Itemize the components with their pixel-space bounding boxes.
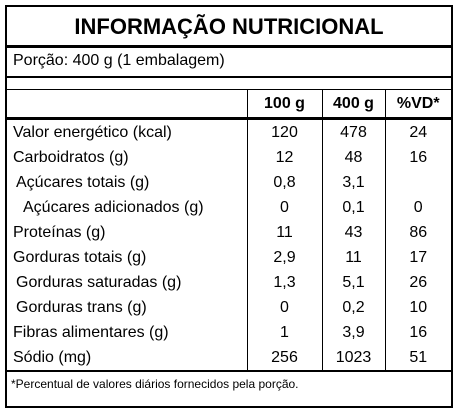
nutrient-row: Valor energético (kcal) 120 478 24 <box>7 118 451 145</box>
nutrient-value: 0 <box>246 195 322 220</box>
nutrition-table: 100 g 400 g %VD* Valor energético (kcal) 12… <box>7 89 451 372</box>
nutrient-value: 16 <box>384 320 451 345</box>
nutrient-value: 0,2 <box>321 295 385 320</box>
nutrient-value: 17 <box>384 245 451 270</box>
nutrient-value: 51 <box>384 345 451 372</box>
nutrient-value <box>384 170 451 195</box>
nutrient-value: 0,1 <box>321 195 385 220</box>
nutrient-value: 11 <box>321 245 385 270</box>
nutrient-value: 11 <box>246 220 322 245</box>
nutrient-row: Gorduras trans (g) 0 0,2 10 <box>7 295 451 320</box>
nutrient-name: Gorduras totais (g) <box>13 248 147 266</box>
nutrient-row: Gorduras saturadas (g) 1,3 5,1 26 <box>7 270 451 295</box>
nutrient-value: 1,3 <box>246 270 322 295</box>
nutrient-value: 0 <box>384 195 451 220</box>
table-body: Valor energético (kcal) 120 478 24 Carboidra… <box>7 118 451 372</box>
nutrient-value: 3,9 <box>321 320 385 345</box>
serving: Porção: 400 g (1 embalagem) <box>7 48 451 78</box>
nutrient-value: 2,9 <box>246 245 322 270</box>
nutrient-name: Carboidratos (g) <box>13 148 129 166</box>
nutrient-row: Açúcares totais (g) 0,8 3,1 <box>7 170 451 195</box>
nutrient-row: Proteínas (g) 11 43 86 <box>7 220 451 245</box>
nutrient-value: 48 <box>321 145 385 170</box>
nutrient-row: Carboidratos (g) 12 48 16 <box>7 145 451 170</box>
column-header: 400 g <box>321 89 385 120</box>
nutrient-value: 12 <box>246 145 322 170</box>
title: INFORMAÇÃO NUTRICIONAL <box>7 7 451 48</box>
column-header <box>7 89 247 120</box>
column-header: 100 g <box>246 89 322 120</box>
header-row: 100 g 400 g %VD* <box>7 89 451 120</box>
nutrient-value: 256 <box>246 345 322 372</box>
nutrient-value: 24 <box>384 118 451 145</box>
nutrient-row: Fibras alimentares (g) 1 3,9 16 <box>7 320 451 345</box>
nutrition-label: INFORMAÇÃO NUTRICIONAL Porção: 400 g (1 … <box>5 5 453 408</box>
nutrient-name: Gorduras saturadas (g) <box>16 273 182 291</box>
footnote: *Percentual de valores diários fornecido… <box>11 377 299 391</box>
column-header: %VD* <box>384 89 451 120</box>
table-head: 100 g 400 g %VD* <box>7 89 451 120</box>
nutrient-name: Açúcares totais (g) <box>16 173 150 191</box>
nutrient-name: Fibras alimentares (g) <box>13 323 169 341</box>
nutrient-value: 26 <box>384 270 451 295</box>
nutrient-value: 120 <box>246 118 322 145</box>
nutrient-value: 3,1 <box>321 170 385 195</box>
nutrient-value: 5,1 <box>321 270 385 295</box>
nutrient-name: Sódio (mg) <box>7 345 247 372</box>
nutrient-value: 0 <box>246 295 322 320</box>
nutrient-value: 16 <box>384 145 451 170</box>
spacer <box>7 78 451 89</box>
nutrient-value: 10 <box>384 295 451 320</box>
nutrient-value: 1 <box>246 320 322 345</box>
nutrient-value: 43 <box>321 220 385 245</box>
nutrient-name: Açúcares adicionados (g) <box>23 198 204 216</box>
nutrient-value: 1023 <box>321 345 385 372</box>
nutrient-row: Sódio (mg) 256 1023 51 <box>7 345 451 372</box>
nutrient-value: 0,8 <box>246 170 322 195</box>
nutrient-value: 478 <box>321 118 385 145</box>
nutrient-name: Valor energético (kcal) <box>13 123 172 141</box>
nutrient-name: Proteínas (g) <box>13 223 106 241</box>
nutrient-value: 86 <box>384 220 451 245</box>
nutrient-name: Gorduras trans (g) <box>16 298 147 316</box>
nutrient-row: Gorduras totais (g) 2,9 11 17 <box>7 245 451 270</box>
nutrient-row: Açúcares adicionados (g) 0 0,1 0 <box>7 195 451 220</box>
